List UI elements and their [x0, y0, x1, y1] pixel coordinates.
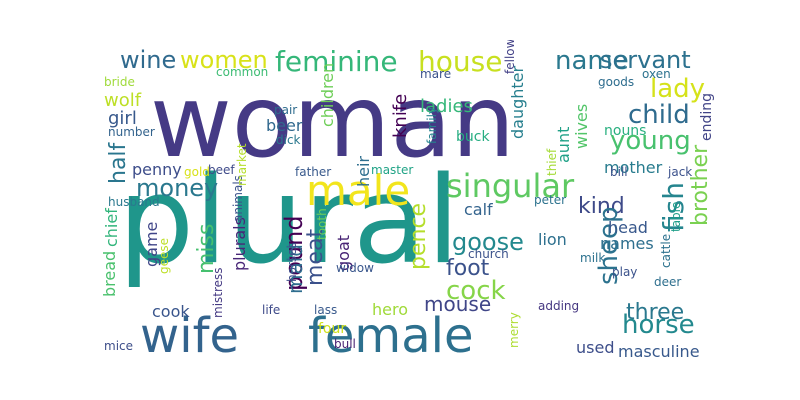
word-cook: cook — [152, 302, 190, 321]
word-husband: husband — [108, 195, 160, 209]
word-daughter: daughter — [508, 66, 527, 140]
word-foot: foot — [446, 256, 490, 281]
word-gold: gold — [184, 165, 210, 179]
word-girl: girl — [108, 108, 137, 129]
word-goods: goods — [598, 75, 635, 89]
word-nouns: nouns — [604, 123, 647, 139]
word-bull: bull — [334, 337, 356, 351]
word-widow: widow — [336, 261, 374, 275]
word-cock: cock — [446, 276, 506, 306]
word-brother: brother — [688, 145, 713, 227]
word-four: four — [318, 321, 347, 337]
word-knife: knife — [390, 93, 411, 138]
word-woman: woman — [150, 63, 516, 180]
word-ending: ending — [699, 92, 715, 141]
word-chief: chief — [102, 208, 121, 248]
word-mice: mice — [104, 339, 134, 353]
word-milk: milk — [580, 251, 606, 265]
word-three: three — [626, 300, 685, 325]
word-beef: beef — [208, 163, 235, 177]
word-fellow: fellow — [503, 40, 517, 75]
word-young: young — [610, 126, 691, 156]
word-cloud: woman plural wife female male singular feminin… — [100, 40, 720, 360]
word-mare: mare — [420, 67, 452, 81]
word-house: house — [418, 45, 503, 78]
word-peter: peter — [534, 193, 567, 207]
word-lass: lass — [314, 303, 338, 317]
word-mother: mother — [604, 158, 663, 177]
word-tooth: tooth — [315, 208, 329, 241]
word-pair: pair — [274, 103, 298, 117]
word-dick: dick — [276, 133, 301, 147]
word-plurals: plurals — [230, 217, 249, 272]
word-market: market — [235, 143, 249, 187]
word-feminine: feminine — [275, 45, 398, 78]
word-buck: buck — [456, 129, 490, 145]
word-wives: wives — [572, 104, 591, 150]
word-singular: singular — [446, 167, 575, 205]
word-oxen: oxen — [642, 67, 671, 81]
word-penny: penny — [132, 160, 182, 179]
word-kind: kind — [578, 194, 625, 219]
word-male: male — [306, 166, 411, 215]
word-master: master — [371, 163, 414, 177]
word-horses: horses — [285, 242, 299, 283]
word-hero: hero — [372, 300, 408, 319]
word-horse: horse — [622, 310, 695, 340]
word-used: used — [576, 338, 615, 357]
word-beer: beer — [266, 116, 303, 135]
word-half: half — [106, 143, 131, 185]
word-play: play — [612, 265, 638, 279]
word-bill: bill — [610, 165, 628, 179]
word-mistress: mistress — [211, 267, 225, 319]
word-mouse: mouse — [424, 292, 492, 316]
word-bread: bread — [100, 251, 119, 298]
word-names: names — [600, 234, 654, 253]
word-head: head — [608, 218, 648, 237]
word-family: family — [425, 107, 439, 145]
word-name: name — [555, 46, 629, 76]
word-plural: plural — [118, 152, 460, 291]
word-father: father — [295, 165, 332, 179]
word-table: table — [669, 201, 683, 233]
word-pence: pence — [406, 203, 431, 271]
word-wine: wine — [120, 46, 177, 74]
word-bride: bride — [104, 75, 135, 89]
word-lion: lion — [538, 230, 567, 249]
word-deer: deer — [654, 275, 682, 289]
word-women: women — [180, 46, 268, 74]
word-common: common — [216, 65, 269, 79]
word-life: life — [262, 303, 281, 317]
word-children: children — [318, 62, 337, 128]
word-adding: adding — [538, 299, 580, 313]
word-goose: goose — [452, 228, 524, 256]
word-money: money — [136, 174, 219, 202]
word-child: child — [628, 100, 690, 130]
word-cattle: cattle — [659, 234, 673, 269]
word-masculine: masculine — [618, 342, 700, 360]
word-wolf: wolf — [104, 90, 142, 111]
word-heir: heir — [354, 156, 373, 188]
word-geese: geese — [157, 238, 171, 275]
word-thief: thief — [545, 149, 559, 177]
word-church: church — [468, 247, 509, 261]
word-merry: merry — [507, 312, 521, 349]
word-number: number — [108, 125, 155, 139]
word-lady: lady — [650, 74, 706, 104]
word-ladies: ladies — [420, 96, 473, 117]
word-calf: calf — [464, 200, 493, 219]
word-female: female — [308, 308, 474, 360]
word-servant: servant — [600, 46, 691, 74]
word-jack: jack — [668, 165, 693, 179]
word-wife: wife — [140, 308, 240, 360]
